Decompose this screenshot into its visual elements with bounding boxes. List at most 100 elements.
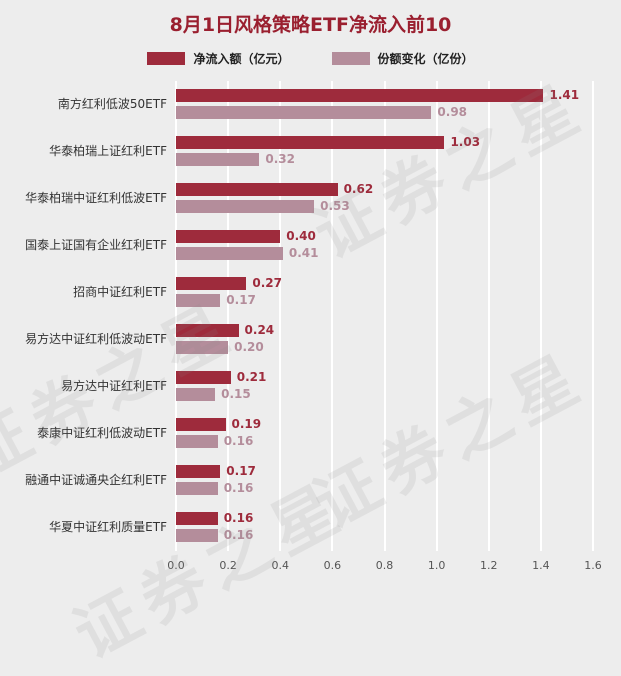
netflow-value: 0.24	[244, 323, 275, 337]
legend-label: 份额变化（亿份）	[377, 51, 474, 66]
chart-row: 易方达中证红利ETF 0.21 0.15	[0, 363, 593, 410]
netflow-value: 0.27	[252, 276, 282, 290]
share-change-bar	[176, 200, 315, 213]
gridline	[175, 81, 177, 551]
share-change-bar	[176, 388, 216, 401]
x-tick-label: 1.6	[584, 559, 602, 572]
category-label: 易方达中证红利ETF	[61, 378, 167, 393]
gridlines	[175, 81, 594, 551]
share-change-value: 0.32	[265, 152, 295, 166]
gridline	[487, 81, 490, 551]
share-change-bar	[176, 482, 218, 495]
category-label: 华夏中证红利质量ETF	[49, 519, 167, 534]
bar-group: 0.17 0.16	[176, 457, 593, 504]
bar-group: 0.40 0.41	[176, 222, 593, 269]
x-tick-label: 1.4	[532, 559, 550, 572]
gridline	[331, 81, 334, 551]
chart-row: 招商中证红利ETF 0.27 0.17	[0, 269, 593, 316]
plot-rows: 南方红利低波50ETF 1.41 0.98 华泰柏瑞上证红利ETF 1.03 0.32 华泰…	[0, 81, 621, 551]
netflow-value: 0.21	[236, 370, 267, 384]
chart-title: 8月1日风格策略ETF净流入前10	[169, 14, 452, 36]
category-label: 华泰柏瑞上证红利ETF	[49, 143, 167, 158]
share-change-value: 0.16	[223, 434, 254, 448]
legend-swatch	[147, 51, 186, 65]
chart-area: 南方红利低波50ETF 1.41 0.98 华泰柏瑞上证红利ETF 1.03 0.32 华泰…	[0, 81, 621, 577]
netflow-value: 0.17	[226, 464, 256, 478]
legend-label: 净流入额（亿元）	[193, 51, 290, 66]
share-change-bar	[176, 153, 260, 166]
bar-group: 0.24 0.20	[176, 316, 593, 363]
share-change-bar	[176, 529, 218, 542]
share-change-bar	[176, 435, 218, 448]
chart-row: 华夏中证红利质量ETF 0.16 0.16	[0, 504, 593, 551]
netflow-value: 1.03	[450, 135, 481, 149]
bar-group: 1.41 0.98	[176, 81, 593, 128]
category-label: 华泰柏瑞中证红利低波ETF	[25, 190, 167, 205]
x-tick-label: 1.0	[427, 559, 446, 572]
x-tick-label: 1.2	[480, 559, 498, 572]
share-change-value: 0.16	[223, 528, 254, 542]
chart-row: 易方达中证红利低波动ETF 0.24 0.20	[0, 316, 593, 363]
share-change-value: 0.41	[288, 246, 319, 260]
netflow-value: 0.62	[343, 182, 374, 196]
netflow-value: 1.41	[549, 88, 580, 102]
bar-group: 0.16 0.16	[176, 504, 593, 551]
netflow-bar	[176, 230, 281, 243]
gridline	[383, 81, 386, 551]
gridline	[539, 81, 542, 551]
netflow-bar	[176, 371, 231, 384]
x-tick-label: 0.2	[219, 559, 237, 572]
bar-group: 0.62 0.53	[176, 175, 593, 222]
chart-row: 华泰柏瑞上证红利ETF 1.03 0.32	[0, 128, 593, 175]
share-change-value: 0.15	[221, 387, 251, 401]
netflow-bar	[176, 89, 544, 102]
x-tick-label: 0.6	[323, 559, 342, 572]
x-tick-label: 0.0	[167, 559, 185, 572]
share-change-value: 0.98	[437, 105, 468, 119]
share-change-value: 0.17	[226, 293, 256, 307]
gridline	[279, 81, 282, 551]
netflow-value: 0.16	[223, 511, 254, 525]
legend-swatch	[331, 51, 370, 65]
chart-row: 南方红利低波50ETF 1.41 0.98	[0, 81, 593, 128]
share-change-bar	[176, 294, 221, 307]
category-label: 泰康中证红利低波动ETF	[37, 425, 167, 440]
share-change-bar	[176, 341, 229, 354]
category-label: 国泰上证国有企业红利ETF	[25, 237, 167, 252]
category-label: 南方红利低波50ETF	[57, 96, 167, 111]
chart-row: 融通中证诚通央企红利ETF 0.17 0.16	[0, 457, 593, 504]
netflow-value: 0.40	[286, 229, 316, 243]
netflow-bar	[176, 183, 338, 196]
chart-row: 国泰上证国有企业红利ETF 0.40 0.41	[0, 222, 593, 269]
category-label: 易方达中证红利低波动ETF	[25, 331, 167, 346]
gridline	[592, 81, 594, 551]
gridline	[227, 81, 230, 551]
legend-item: 净流入额（亿元）	[147, 50, 290, 67]
legend-item: 份额变化（亿份）	[331, 50, 474, 67]
category-label: 融通中证诚通央企红利ETF	[25, 472, 167, 487]
share-change-bar	[176, 247, 283, 260]
legend: 净流入额（亿元） 份额变化（亿份）	[0, 50, 621, 67]
netflow-bar	[176, 324, 239, 337]
chart-row: 华泰柏瑞中证红利低波ETF 0.62 0.53	[0, 175, 593, 222]
netflow-value: 0.19	[231, 417, 262, 431]
x-tick-label: 0.8	[375, 559, 394, 572]
netflow-bar	[176, 277, 247, 290]
share-change-value: 0.53	[320, 199, 350, 213]
share-change-value: 0.16	[223, 481, 254, 495]
netflow-bar	[176, 136, 445, 149]
netflow-bar	[176, 418, 226, 431]
netflow-bar	[176, 465, 221, 478]
x-tick-label: 0.4	[271, 559, 290, 572]
bar-group: 0.27 0.17	[176, 269, 593, 316]
share-change-value: 0.20	[234, 340, 264, 354]
share-change-bar	[176, 106, 432, 119]
netflow-bar	[176, 512, 218, 525]
category-label: 招商中证红利ETF	[73, 284, 167, 299]
bar-group: 1.03 0.32	[176, 128, 593, 175]
chart-row: 泰康中证红利低波动ETF 0.19 0.16	[0, 410, 593, 457]
x-axis: 0.0 0.2 0.4 0.6 0.8 1.0 1.2 1.4 1.6	[167, 557, 602, 575]
bar-group: 0.19 0.16	[176, 410, 593, 457]
gridline	[435, 81, 438, 551]
bar-group: 0.21 0.15	[176, 363, 593, 410]
